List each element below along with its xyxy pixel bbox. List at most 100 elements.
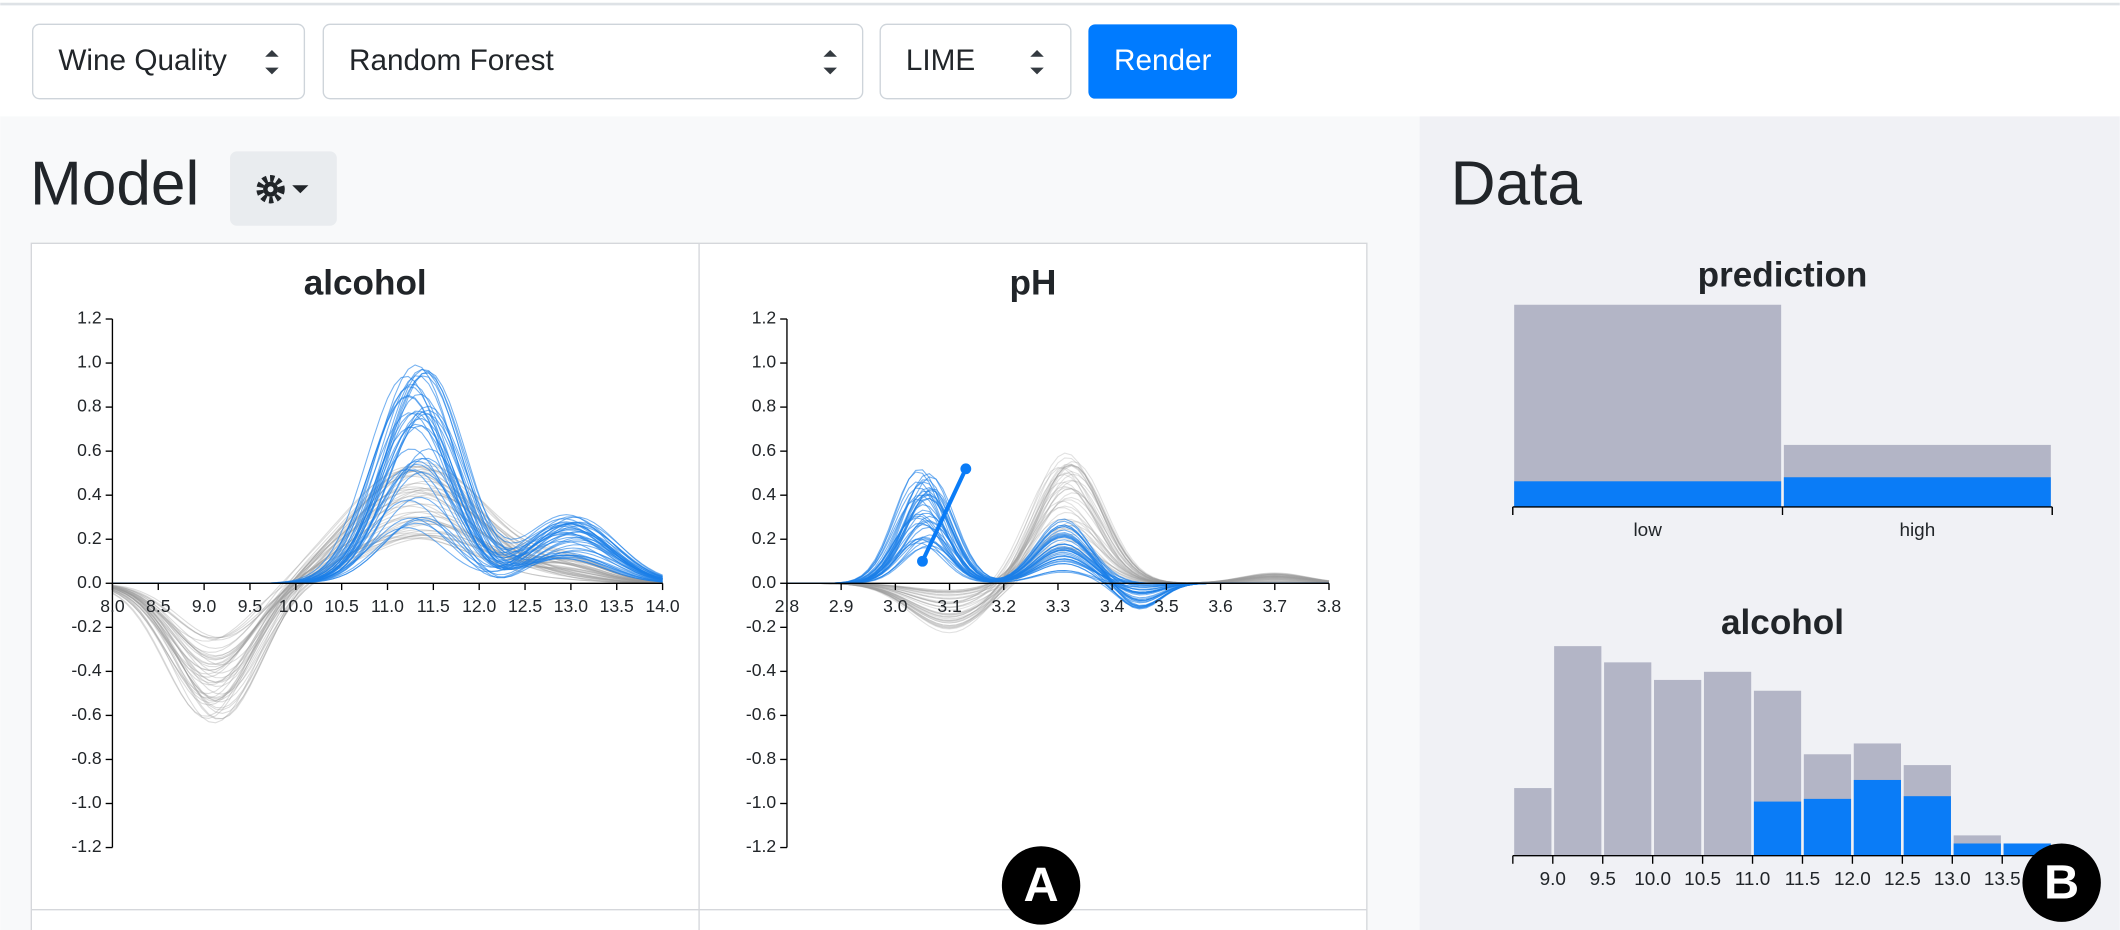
curve — [786, 487, 1330, 591]
curve — [786, 465, 1330, 623]
x-tick-label: low — [1633, 520, 1662, 541]
curve — [786, 480, 1330, 628]
bar — [1514, 788, 1552, 856]
y-tick-label: 1.2 — [77, 308, 101, 328]
dataset-select[interactable]: Wine Quality — [31, 23, 306, 100]
curve — [112, 537, 663, 695]
y-tick-label: -0.4 — [746, 660, 776, 680]
y-tick-label: -0.2 — [71, 616, 101, 636]
curve — [112, 534, 663, 701]
x-tick-label: 9.5 — [1590, 869, 1616, 890]
curve — [786, 464, 1330, 600]
bar — [1514, 481, 1782, 507]
x-tick-label: 12.0 — [1834, 869, 1871, 890]
x-tick-label: 10.0 — [1634, 869, 1671, 890]
gear-icon — [256, 175, 285, 204]
y-tick-label: 1.0 — [77, 352, 102, 372]
y-tick-label: 0.4 — [752, 484, 777, 504]
chart-title: pH — [1010, 263, 1057, 302]
y-tick-label: -1.2 — [71, 836, 101, 856]
chart-title: alcohol — [1721, 603, 1844, 642]
curve — [786, 466, 1330, 604]
curve — [786, 540, 1330, 609]
select-box[interactable] — [879, 23, 1072, 100]
render-button[interactable] — [1088, 24, 1238, 99]
curve — [112, 487, 663, 678]
curve — [786, 488, 1330, 630]
bar — [1604, 662, 1652, 856]
bar — [1753, 801, 1802, 856]
model-heading: Model — [30, 149, 199, 218]
x-tick-label: 11.0 — [1735, 869, 1770, 890]
explainer-select[interactable]: LIME — [879, 23, 1072, 100]
select-box[interactable] — [322, 23, 864, 100]
y-tick-label: 0.6 — [77, 440, 101, 460]
curve — [786, 452, 1330, 603]
x-tick-label: 3.4 — [1100, 596, 1125, 616]
curve — [786, 464, 1330, 627]
x-tick-label: 3.7 — [1263, 596, 1287, 616]
select-text[interactable]: Wine Quality — [58, 44, 227, 77]
x-tick-label: 10.5 — [1684, 869, 1721, 890]
chart-title: alcohol — [304, 263, 427, 302]
curve — [786, 528, 1330, 616]
y-tick-label: -0.8 — [71, 748, 101, 768]
curve — [112, 532, 663, 642]
selection-dot — [917, 555, 928, 567]
y-tick-label: -0.6 — [71, 704, 101, 724]
curve — [786, 473, 1330, 608]
curve — [112, 466, 663, 683]
x-tick-label: high — [1899, 520, 1935, 541]
select-text[interactable]: Random Forest — [349, 44, 555, 77]
bar — [1803, 798, 1852, 856]
x-tick-label: 3.3 — [1046, 596, 1070, 616]
x-tick-label: 10.0 — [279, 596, 313, 616]
bar — [1514, 304, 1782, 507]
y-tick-label: -1.0 — [71, 792, 101, 812]
badge-label: A — [1024, 858, 1059, 912]
selection-line — [920, 467, 968, 563]
curve — [786, 472, 1330, 629]
y-tick-label: -0.2 — [746, 616, 776, 636]
curve — [112, 516, 663, 653]
x-tick-label: 2.9 — [829, 596, 853, 616]
badge — [1001, 846, 1081, 925]
curve — [786, 507, 1330, 617]
badge — [2022, 843, 2101, 922]
x-tick-label: 13.5 — [1984, 869, 2021, 890]
y-tick-label: 0.0 — [752, 572, 777, 592]
bar — [1953, 843, 2001, 856]
curve — [112, 503, 663, 695]
curve — [786, 525, 1330, 615]
bar — [1853, 779, 1902, 856]
curve — [112, 495, 663, 674]
y-tick-label: 1.2 — [752, 308, 776, 328]
select-text[interactable]: LIME — [906, 44, 975, 77]
bar — [1783, 477, 2051, 507]
curve — [786, 527, 1330, 597]
curve — [786, 473, 1330, 594]
selection-dot — [960, 463, 972, 475]
x-tick-label: 3.8 — [1317, 596, 1341, 616]
x-tick-label: 12.5 — [508, 596, 542, 616]
x-tick-label: 9.0 — [192, 596, 217, 616]
model-select[interactable]: Random Forest — [322, 23, 864, 100]
data-heading: Data — [1451, 149, 1583, 218]
bar — [1703, 671, 1752, 856]
x-tick-label: 13.0 — [1934, 869, 1971, 890]
x-tick-label: 3.6 — [1208, 596, 1232, 616]
gear-icon-hole — [267, 186, 274, 193]
charts: alcohol 1.2 1.0 0.8 0.6 0.4 0.2 0.0 -0.2 -0.4 -0.6… — [71, 255, 2053, 890]
curve — [786, 464, 1330, 634]
select-box[interactable] — [31, 23, 306, 100]
curve — [112, 537, 663, 706]
curve — [786, 481, 1330, 622]
curve — [112, 489, 663, 679]
x-tick-label: 9.5 — [238, 596, 263, 616]
render-label[interactable]: Render — [1114, 44, 1212, 77]
x-tick-label: 3.0 — [883, 596, 908, 616]
curve — [786, 499, 1330, 621]
x-tick-label: 13.0 — [554, 596, 588, 616]
x-tick-label: 3.5 — [1154, 596, 1179, 616]
